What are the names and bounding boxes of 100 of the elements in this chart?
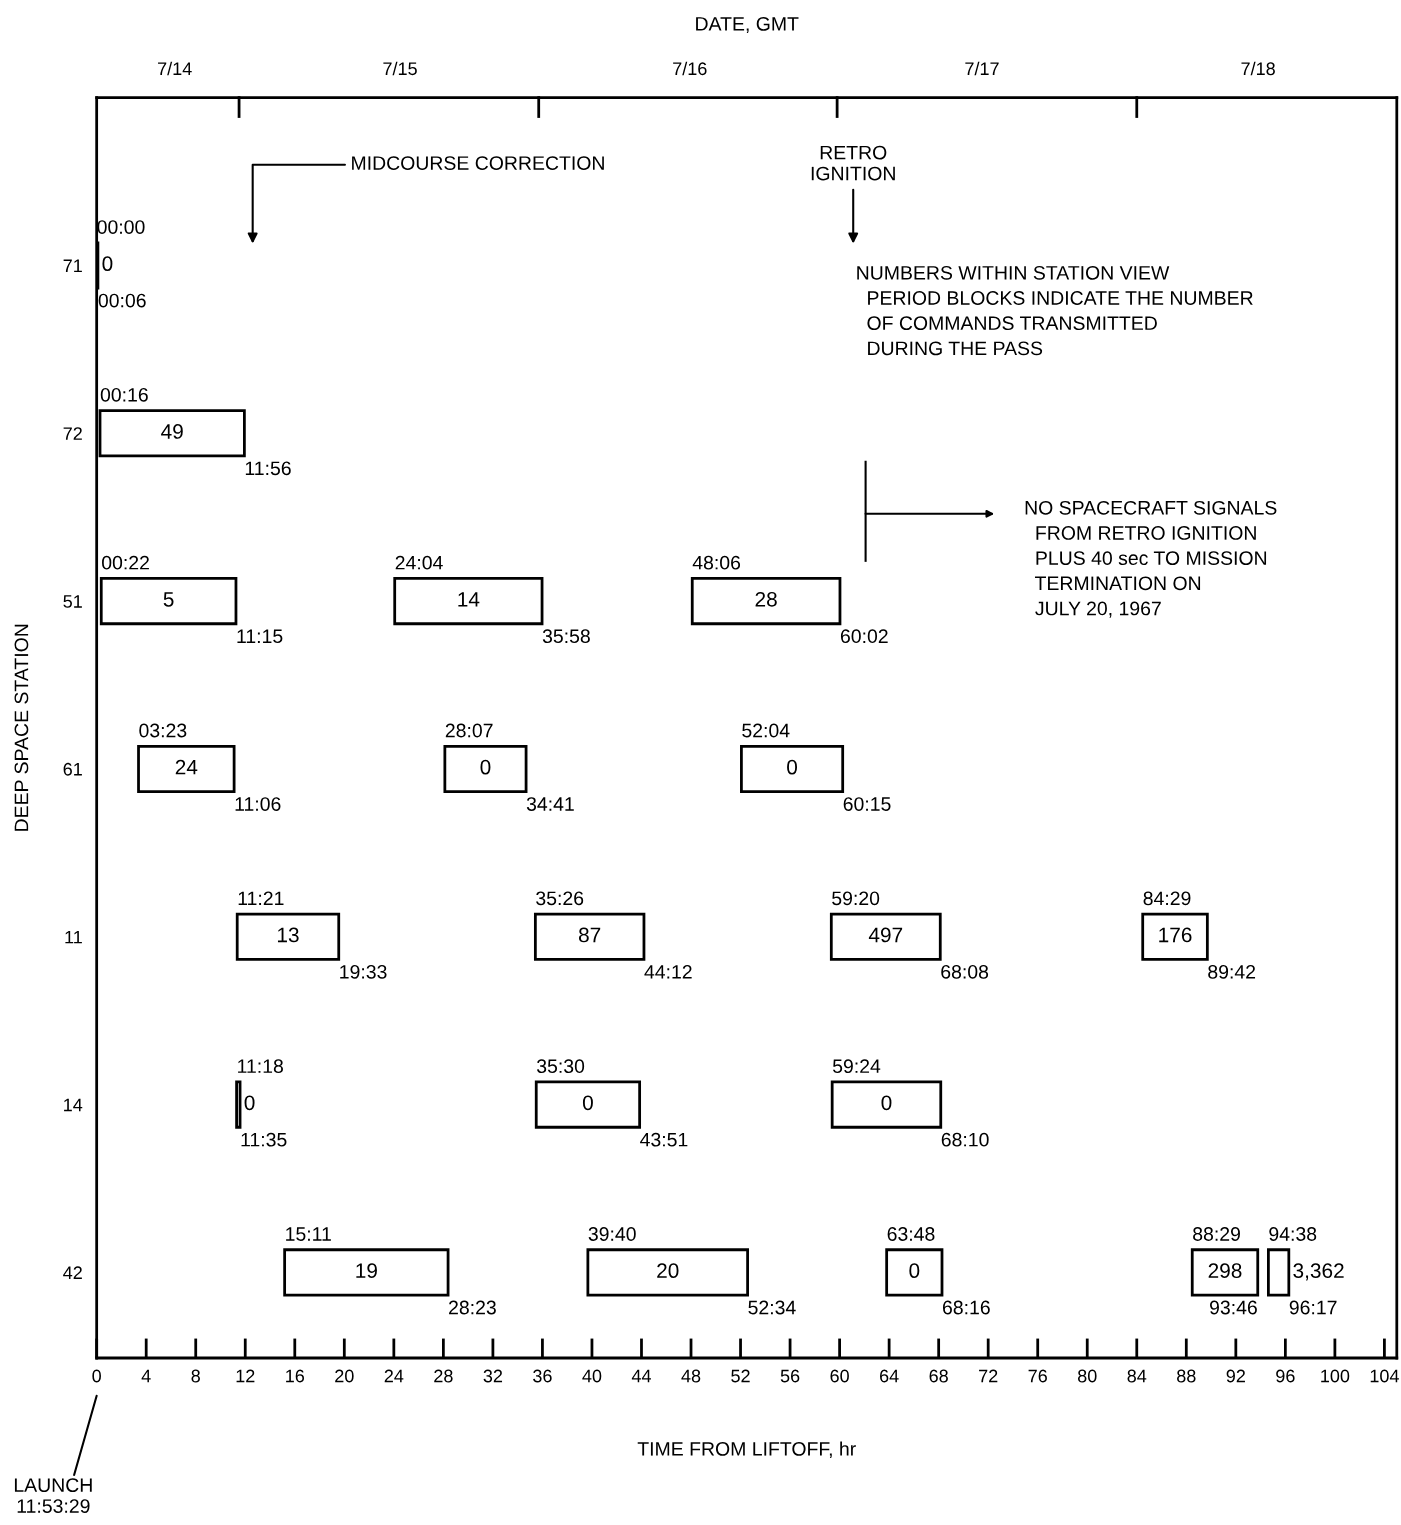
x-tick-label: 76 (1028, 1369, 1047, 1383)
annotation: 3,362 (1293, 1263, 1344, 1281)
annotation: 68:16 (942, 1300, 990, 1315)
annotation: 28 (755, 591, 777, 607)
annotation: 52:04 (742, 723, 790, 738)
bar (393, 577, 544, 626)
annotation: 96:17 (1289, 1300, 1337, 1315)
x-tick-label: 84 (1127, 1369, 1147, 1383)
annotation: 52:34 (748, 1300, 796, 1315)
x-tick-label: 16 (286, 1369, 305, 1383)
bar (690, 577, 842, 626)
x-tick-label: 4 (141, 1369, 151, 1383)
bar (1141, 912, 1209, 961)
bar (1267, 1248, 1291, 1297)
x-tick-label: 20 (335, 1369, 354, 1383)
bar (586, 1248, 749, 1297)
annotation: 60:02 (840, 629, 888, 644)
bar (235, 1080, 242, 1129)
annotation: 11:18 (238, 1059, 283, 1074)
x-tick-label: 8 (191, 1369, 200, 1383)
x-tick-label: 0 (92, 1369, 101, 1383)
text: LAUNCH 11:53:29 (14, 1478, 92, 1513)
x-tick-label: 36 (533, 1369, 552, 1383)
annotation: 0 (582, 1095, 593, 1111)
annotation: 0 (102, 256, 113, 272)
annotation: 35:58 (542, 629, 590, 644)
annotation: 88:29 (1193, 1227, 1240, 1241)
x-tick-label: 56 (780, 1369, 800, 1383)
x2-axis-title: DATE, GMT (696, 16, 799, 34)
x-tick-label: 64 (880, 1369, 899, 1383)
x-tick-label: 52 (731, 1369, 750, 1383)
annotation: 19 (356, 1263, 377, 1279)
annotation: 11:21 (238, 891, 284, 906)
x-tick-label: 92 (1226, 1369, 1245, 1383)
annotation: 89:42 (1208, 964, 1256, 979)
y-tick-label: 42 (63, 1266, 82, 1279)
x-tick-label: 100 (1321, 1369, 1350, 1383)
annotation: 14 (458, 592, 480, 607)
x-tick-label: 44 (631, 1369, 651, 1383)
x-tick-label: 40 (582, 1369, 602, 1383)
bar (137, 744, 236, 793)
annotation: 35:26 (536, 891, 584, 906)
annotation: 59:24 (832, 1059, 881, 1074)
text: 7/16 (673, 61, 707, 76)
bar (740, 744, 845, 793)
annotation: 68:10 (941, 1132, 989, 1147)
annotation: 84:29 (1143, 891, 1191, 906)
annotation: 11:15 (237, 629, 283, 644)
annotation: 20 (657, 1263, 679, 1279)
annotation: 11:56 (245, 461, 291, 476)
bar (1190, 1248, 1260, 1297)
annotation: 19:33 (340, 964, 387, 979)
y-tick-label: 51 (63, 595, 82, 608)
bar (534, 1080, 642, 1129)
annotation: 28:23 (449, 1300, 496, 1315)
x-tick-label: 72 (979, 1369, 998, 1383)
annotation: 87 (578, 927, 601, 943)
x-tick-label: 48 (681, 1369, 701, 1383)
y-tick-label: 11 (65, 930, 82, 944)
annotation: 59:20 (832, 891, 880, 906)
bar (99, 577, 238, 626)
annotation: 94:38 (1269, 1227, 1317, 1241)
text: 7/17 (965, 61, 999, 76)
x-tick-label: 24 (384, 1369, 404, 1383)
annotation: 93:46 (1210, 1300, 1257, 1315)
annotation: 49 (161, 424, 183, 439)
annotation: 0 (787, 759, 798, 775)
annotation: 35:30 (536, 1059, 585, 1074)
annotation: MIDCOURSE CORRECTION (352, 156, 604, 170)
annotation: 03:23 (139, 723, 187, 738)
text: 7/15 (383, 61, 417, 76)
bar (885, 1248, 944, 1297)
annotation: 34:41 (526, 797, 574, 811)
x-tick-label: 28 (434, 1369, 453, 1383)
bar (443, 744, 528, 793)
annotation: 0 (244, 1095, 255, 1111)
annotation: 15:11 (286, 1227, 331, 1241)
annotation: 0 (909, 1263, 920, 1279)
annotation: 60:15 (843, 797, 891, 811)
x-tick-label: 68 (929, 1369, 948, 1383)
bar (235, 912, 341, 961)
x-tick-label: 12 (236, 1369, 255, 1383)
annotation: 0 (881, 1095, 892, 1111)
annotation: 44:12 (644, 964, 692, 979)
annotation: 48:06 (692, 555, 741, 570)
annotation: 298 (1208, 1263, 1242, 1279)
annotation: NUMBERS WITHIN STATION VIEW PERIOD BLOCKS INDICATE THE NUMBER OF COMMANDS TRANSMITTED DURING THE PASS (857, 265, 1253, 356)
x-tick-label: 88 (1177, 1369, 1196, 1383)
annotation: 68:08 (941, 964, 989, 979)
annotation: 13 (277, 927, 299, 943)
annotation: 24:04 (395, 555, 443, 570)
annotation: 0 (480, 759, 491, 775)
annotation: 43:51 (640, 1132, 688, 1147)
annotation: 5 (163, 592, 174, 607)
annotation: 28:07 (445, 723, 493, 738)
annotation: 63:48 (887, 1227, 935, 1241)
y-axis-title: DEEP SPACE STATION (14, 624, 29, 831)
x-tick-label: 104 (1370, 1369, 1399, 1383)
x-tick-label: 32 (483, 1369, 503, 1383)
annotation: 39:40 (588, 1227, 636, 1241)
